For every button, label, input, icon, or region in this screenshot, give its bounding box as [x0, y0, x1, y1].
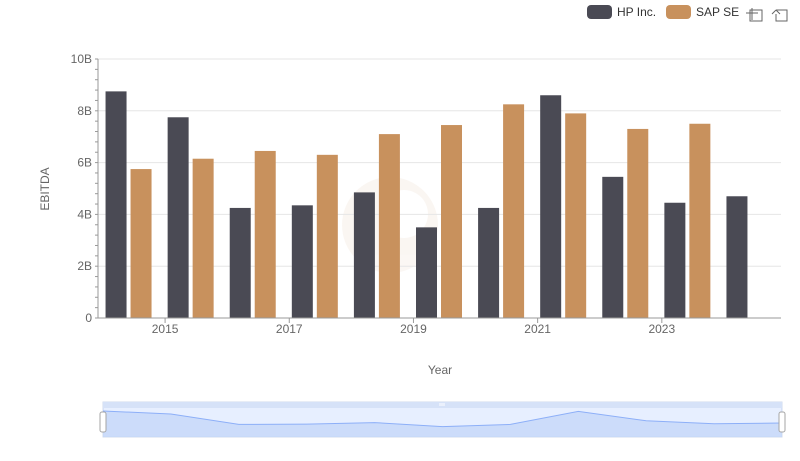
x-axis-title: Year	[428, 363, 452, 377]
y-tick-label: 8B	[77, 104, 92, 118]
bar-sap	[627, 128, 649, 318]
x-axis: 2015 2017 2019 2021 2023	[98, 317, 781, 336]
bar-hp	[726, 196, 748, 318]
x-tick-label: 2017	[276, 322, 303, 336]
bar-hp	[229, 207, 251, 318]
bar-sap	[254, 150, 276, 318]
drag-handle-icon[interactable]	[439, 403, 445, 406]
data-zoom-preview-line	[102, 410, 783, 428]
legend-swatch-hp	[587, 5, 612, 19]
legend-label-sap: SAP SE	[696, 5, 739, 19]
bar-hp	[105, 91, 127, 318]
legend: HP Inc. SAP SE	[587, 5, 739, 19]
bar-hp	[664, 202, 686, 318]
x-tick-label: 2015	[152, 322, 179, 336]
bar-hp	[602, 176, 624, 318]
bar-sap	[192, 158, 214, 318]
bar-sap	[441, 125, 462, 318]
bars	[105, 91, 748, 319]
y-tick-label: 10B	[71, 52, 92, 66]
bar-sap	[503, 104, 525, 318]
y-tick-label: 6B	[77, 156, 92, 170]
bar-hp	[416, 227, 437, 318]
bar-hp	[291, 205, 313, 318]
legend-item-sap[interactable]: SAP SE	[666, 5, 739, 19]
data-zoom-preview-area	[103, 411, 782, 437]
bar-sap	[130, 169, 152, 318]
legend-swatch-sap	[666, 5, 691, 19]
bar-sap	[689, 123, 711, 318]
y-tick-label: 2B	[77, 259, 92, 273]
y-axis: 0 2B 4B 6B 8B 10B	[71, 52, 99, 325]
restore-icon[interactable]	[771, 9, 788, 22]
x-tick-label: 2023	[648, 322, 675, 336]
y-tick-label: 4B	[77, 207, 92, 221]
zoom-icon[interactable]	[746, 8, 763, 22]
bar-sap	[378, 134, 400, 318]
bar-hp	[167, 117, 189, 319]
y-tick-label: 0	[85, 311, 92, 325]
data-zoom-handle-right[interactable]	[778, 411, 786, 433]
bar-hp	[353, 192, 375, 318]
legend-item-hp[interactable]: HP Inc.	[587, 5, 656, 19]
legend-label-hp: HP Inc.	[617, 5, 656, 19]
bar-sap	[316, 154, 338, 318]
y-axis-title: EBITDA	[38, 167, 52, 210]
bar-sap	[565, 113, 587, 318]
x-tick-label: 2019	[400, 322, 427, 336]
x-tick-label: 2021	[524, 322, 551, 336]
data-zoom-handle-left[interactable]	[99, 411, 107, 433]
bar-hp	[478, 207, 500, 318]
bar-hp	[540, 95, 562, 318]
data-zoom-slider[interactable]	[99, 401, 786, 438]
